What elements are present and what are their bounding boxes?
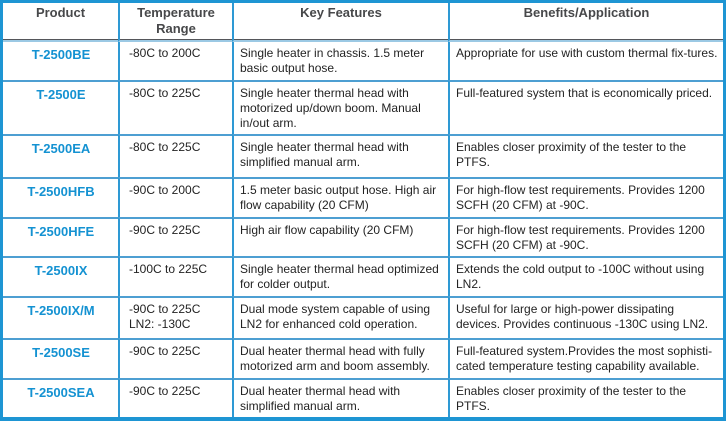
benefits-application-cell: Full-featured system.Provides the most s… <box>448 338 723 378</box>
product-name-cell: T-2500HFE <box>3 217 118 256</box>
table-row: T-2500HFB -90C to 200C 1.5 meter basic o… <box>3 177 723 217</box>
temperature-range-cell: -90C to 225C LN2: -130C <box>118 296 232 338</box>
key-features-cell: Single heater thermal head with simplifi… <box>232 134 448 177</box>
benefits-application-cell: Full-featured system that is economicall… <box>448 80 723 134</box>
temperature-range-cell: -80C to 225C <box>118 134 232 177</box>
benefits-application-cell: Useful for large or high-power dissipati… <box>448 296 723 338</box>
key-features-cell: Single heater thermal head optimized for… <box>232 256 448 296</box>
column-header-benefits-application: Benefits/Application <box>448 3 723 42</box>
column-header-temperature-range: Temperature Range <box>118 3 232 42</box>
product-name-cell: T-2500SEA <box>3 378 118 417</box>
product-name-cell: T-2500SE <box>3 338 118 378</box>
table-row: T-2500BE -80C to 200C Single heater in c… <box>3 42 723 80</box>
product-name-cell: T-2500IX/M <box>3 296 118 338</box>
temperature-range-cell: -100C to 225C <box>118 256 232 296</box>
temperature-range-cell: -80C to 225C <box>118 80 232 134</box>
column-header-key-features: Key Features <box>232 3 448 42</box>
key-features-cell: Dual mode system capable of using LN2 fo… <box>232 296 448 338</box>
temperature-range-cell: -90C to 225C <box>118 338 232 378</box>
temperature-range-cell: -90C to 200C <box>118 177 232 217</box>
product-name-cell: T-2500IX <box>3 256 118 296</box>
product-name-cell: T-2500HFB <box>3 177 118 217</box>
table-row: T-2500EA -80C to 225C Single heater ther… <box>3 134 723 177</box>
temperature-range-cell: -90C to 225C <box>118 217 232 256</box>
table-row: T-2500HFE -90C to 225C High air flow cap… <box>3 217 723 256</box>
product-name-cell: T-2500E <box>3 80 118 134</box>
table-row: T-2500IX -100C to 225C Single heater the… <box>3 256 723 296</box>
temperature-range-cell: -90C to 225C <box>118 378 232 417</box>
benefits-application-cell: Extends the cold output to -100C without… <box>448 256 723 296</box>
product-name-cell: T-2500BE <box>3 42 118 80</box>
key-features-cell: 1.5 meter basic output hose. High air fl… <box>232 177 448 217</box>
table-body: T-2500BE -80C to 200C Single heater in c… <box>3 42 723 417</box>
column-header-product: Product <box>3 3 118 42</box>
key-features-cell: Dual heater thermal head with fully moto… <box>232 338 448 378</box>
table-row: T-2500SE -90C to 225C Dual heater therma… <box>3 338 723 378</box>
benefits-application-cell: For high-flow test requirements. Provide… <box>448 177 723 217</box>
key-features-cell: Single heater thermal head with motorize… <box>232 80 448 134</box>
temperature-range-cell: -80C to 200C <box>118 42 232 80</box>
benefits-application-cell: Enables closer proximity of the tester t… <box>448 378 723 417</box>
key-features-cell: High air flow capability (20 CFM) <box>232 217 448 256</box>
product-name-cell: T-2500EA <box>3 134 118 177</box>
product-comparison-table: Product Temperature Range Key Features B… <box>3 3 723 417</box>
table-row: T-2500E -80C to 225C Single heater therm… <box>3 80 723 134</box>
key-features-cell: Single heater in chassis. 1.5 meter basi… <box>232 42 448 80</box>
table-row: T-2500IX/M -90C to 225C LN2: -130C Dual … <box>3 296 723 338</box>
table-row: T-2500SEA -90C to 225C Dual heater therm… <box>3 378 723 417</box>
header-row: Product Temperature Range Key Features B… <box>3 3 723 42</box>
key-features-cell: Dual heater thermal head with simplified… <box>232 378 448 417</box>
benefits-application-cell: Enables closer proximity of the tester t… <box>448 134 723 177</box>
benefits-application-cell: Appropriate for use with custom thermal … <box>448 42 723 80</box>
benefits-application-cell: For high-flow test requirements. Provide… <box>448 217 723 256</box>
